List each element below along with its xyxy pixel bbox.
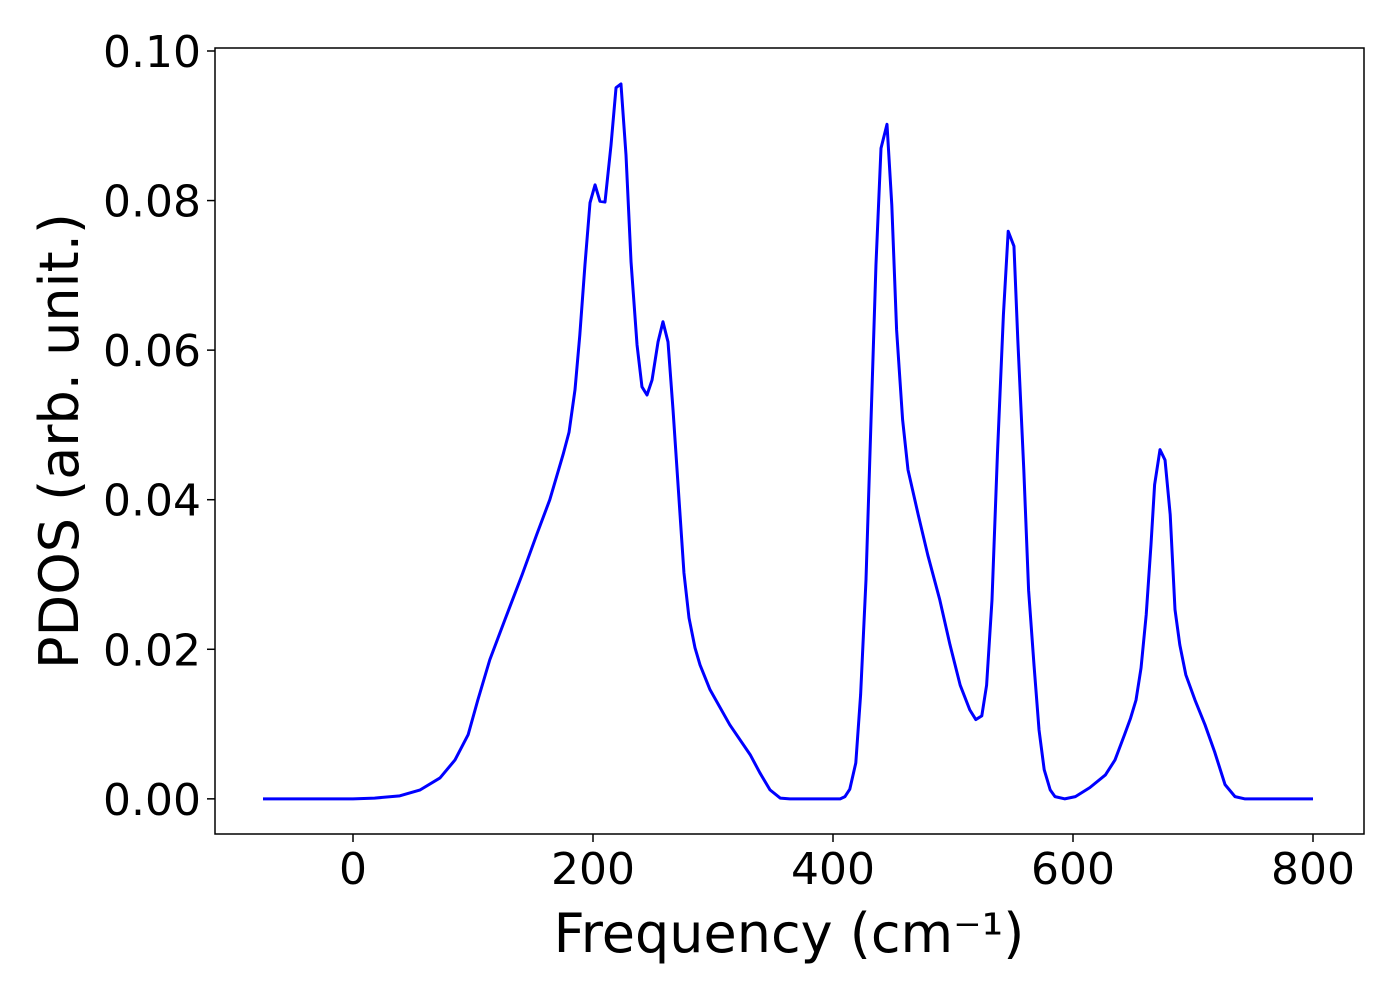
- data-line: [263, 82, 1313, 801]
- y-tick-label: 0.10: [103, 27, 201, 78]
- x-tick-label: 200: [551, 844, 635, 895]
- x-tick-label: 600: [1031, 844, 1115, 895]
- y-tick-label: 0.00: [103, 775, 201, 826]
- x-tick-label: 800: [1271, 844, 1355, 895]
- y-tick-label: 0.08: [103, 177, 201, 228]
- x-tick-label: 400: [791, 844, 875, 895]
- x-tick-label: 0: [339, 844, 367, 895]
- y-tick-label: 0.04: [103, 476, 201, 527]
- y-tick-label: 0.02: [103, 625, 201, 676]
- plot-frame: [214, 47, 1365, 835]
- y-tick-label: 0.06: [103, 326, 201, 377]
- x-axis-label: Frequency (cm⁻¹): [554, 902, 1025, 965]
- y-axis-label: PDOS (arb. unit.): [28, 213, 91, 669]
